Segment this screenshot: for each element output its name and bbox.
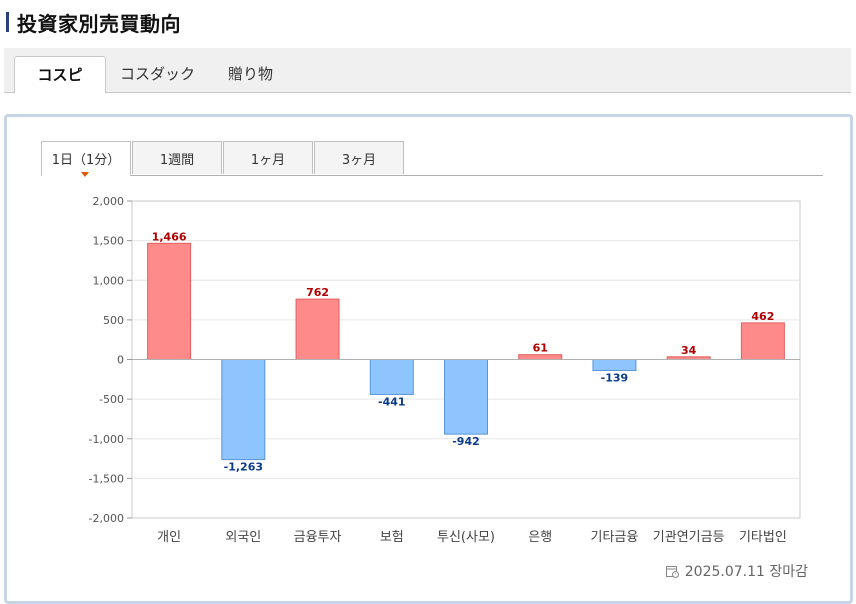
data-label: -441 [378, 395, 406, 408]
chart-footer: 2025.07.11 장마감 [665, 561, 808, 581]
y-tick-label: -2,000 [89, 512, 124, 525]
data-label: 34 [681, 344, 697, 357]
x-tick-label: 기타법인 [739, 530, 787, 545]
bar [147, 242, 192, 360]
bar [592, 359, 637, 372]
market-tab-bar: コスピ コスダック 贈り物 [4, 48, 851, 94]
y-tick-label: -500 [99, 393, 124, 406]
active-tab-marker-icon [81, 172, 89, 177]
tab-kosdaq[interactable]: コスダック [120, 65, 196, 83]
bar-chart: 2,000 1,500 1,000 500 0 -500 -1,000 -1,500 -2,00… [89, 195, 801, 545]
data-label: 462 [751, 310, 774, 323]
bar [444, 359, 488, 435]
period-tab-bar: 1日（1分） 1週間 1ヶ月 3ヶ月 [41, 141, 823, 177]
chart-panel: 1日（1分） 1週間 1ヶ月 3ヶ月 2,000 1,500 1,000 500 0 -5… [4, 114, 853, 604]
tab-1month[interactable]: 1ヶ月 [223, 141, 313, 174]
calendar-clock-icon [665, 565, 679, 578]
tab-gift[interactable]: 贈り物 [228, 65, 274, 83]
market-close-date: 2025.07.11 장마감 [684, 564, 808, 580]
data-label: 762 [306, 286, 329, 299]
page-header: 投資家別売買動向 [6, 8, 181, 36]
bar [740, 322, 785, 361]
bar [518, 354, 563, 361]
x-tick-label: 외국인 [225, 530, 261, 545]
data-label: -1,263 [224, 461, 263, 474]
y-tick-label: 0 [117, 354, 124, 367]
x-tick-label: 은행 [528, 529, 552, 545]
bar [295, 298, 340, 360]
tab-1day-label: 1日（1分） [51, 153, 121, 168]
data-label: -942 [452, 435, 480, 448]
title-accent-bar [6, 12, 9, 32]
y-tick-label: -1,500 [89, 472, 124, 485]
data-label: 1,466 [152, 230, 187, 243]
y-tick-label: -1,000 [89, 433, 124, 446]
tab-1week[interactable]: 1週間 [132, 141, 222, 174]
x-tick-label: 기관연기금등 [653, 530, 725, 545]
x-tick-label: 투신(사모) [437, 530, 495, 545]
x-tick-label: 보험 [380, 530, 404, 545]
tab-3month[interactable]: 3ヶ月 [314, 141, 404, 174]
y-tick-label: 1,500 [93, 235, 125, 248]
tab-1day[interactable]: 1日（1分） [41, 141, 131, 177]
y-tick-label: 2,000 [93, 195, 125, 208]
data-label: -139 [601, 372, 629, 385]
y-tick-label: 1,000 [93, 274, 125, 287]
bar [221, 359, 266, 461]
data-label: 61 [533, 342, 548, 355]
y-tick-label: 500 [103, 314, 124, 327]
tab-kospi[interactable]: コスピ [14, 56, 106, 94]
bar [369, 359, 414, 395]
x-tick-label: 개인 [157, 530, 181, 545]
x-tick-label: 기타금융 [591, 530, 639, 545]
x-tick-label: 금융투자 [294, 530, 342, 545]
page-title: 投資家別売買動向 [17, 11, 181, 36]
